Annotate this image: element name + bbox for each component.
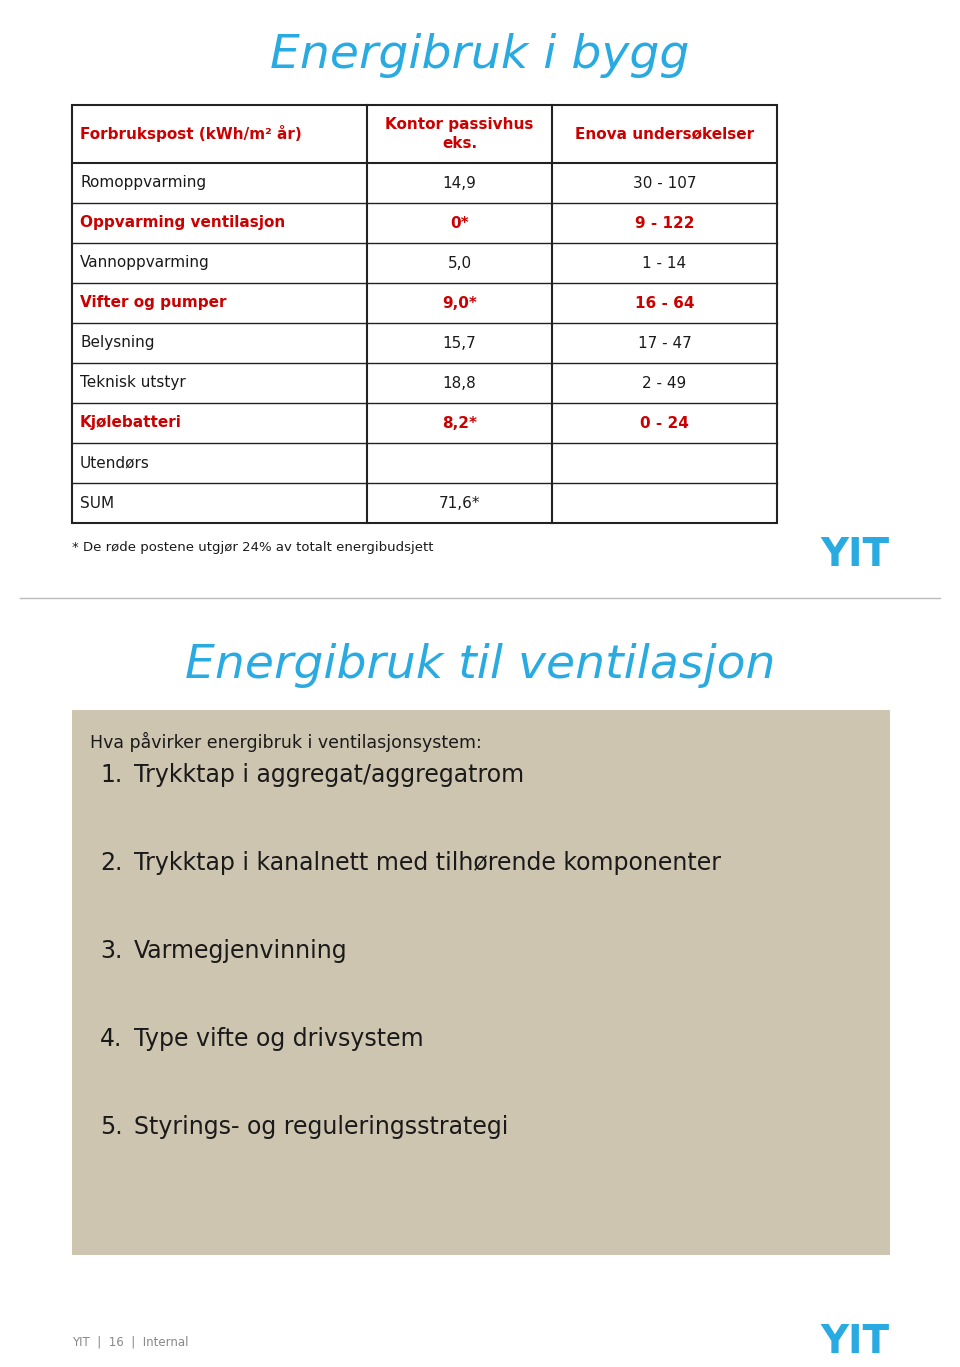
Text: 0 - 24: 0 - 24 xyxy=(640,416,689,431)
Text: Utendørs: Utendørs xyxy=(80,455,150,470)
Text: Energibruk i bygg: Energibruk i bygg xyxy=(271,33,689,78)
Text: SUM: SUM xyxy=(80,495,114,510)
Text: 3.: 3. xyxy=(100,939,122,962)
Text: 2.: 2. xyxy=(100,852,122,875)
Text: YIT  |  16  |  Internal: YIT | 16 | Internal xyxy=(72,1336,188,1348)
Text: 9,0*: 9,0* xyxy=(442,295,477,310)
Text: 71,6*: 71,6* xyxy=(439,495,480,510)
Text: Romoppvarming: Romoppvarming xyxy=(80,175,206,190)
Text: 8,2*: 8,2* xyxy=(442,416,477,431)
Text: 15,7: 15,7 xyxy=(443,335,476,350)
Text: Enova undersøkelser: Enova undersøkelser xyxy=(575,127,754,142)
Text: Vannoppvarming: Vannoppvarming xyxy=(80,256,209,271)
Bar xyxy=(72,709,890,1255)
Text: Trykktap i kanalnett med tilhørende komponenter: Trykktap i kanalnett med tilhørende komp… xyxy=(134,852,721,875)
Text: Energibruk til ventilasjon: Energibruk til ventilasjon xyxy=(184,642,776,688)
Text: Styrings- og reguleringsstrategi: Styrings- og reguleringsstrategi xyxy=(134,1115,509,1139)
Text: Forbrukspost (kWh/m² år): Forbrukspost (kWh/m² år) xyxy=(80,126,301,142)
Text: 5.: 5. xyxy=(100,1115,123,1139)
Text: Hva påvirker energibruk i ventilasjonsystem:: Hva påvirker energibruk i ventilasjonsys… xyxy=(90,731,482,752)
Text: Varmegjenvinning: Varmegjenvinning xyxy=(134,939,348,962)
Text: 14,9: 14,9 xyxy=(443,175,476,190)
Text: 2 - 49: 2 - 49 xyxy=(642,376,686,391)
Text: 0*: 0* xyxy=(450,216,468,231)
Bar xyxy=(72,105,777,524)
Text: YIT: YIT xyxy=(821,536,890,574)
Text: * De røde postene utgjør 24% av totalt energibudsjett: * De røde postene utgjør 24% av totalt e… xyxy=(72,541,434,554)
Text: 16 - 64: 16 - 64 xyxy=(635,295,694,310)
Text: Vifter og pumper: Vifter og pumper xyxy=(80,295,227,310)
Text: Belysning: Belysning xyxy=(80,335,155,350)
Text: Teknisk utstyr: Teknisk utstyr xyxy=(80,376,185,391)
Text: Type vifte og drivsystem: Type vifte og drivsystem xyxy=(134,1027,423,1051)
Text: YIT: YIT xyxy=(821,1323,890,1362)
Text: 9 - 122: 9 - 122 xyxy=(635,216,694,231)
Text: 30 - 107: 30 - 107 xyxy=(633,175,696,190)
Text: 1 - 14: 1 - 14 xyxy=(642,256,686,271)
Text: 5,0: 5,0 xyxy=(447,256,471,271)
Text: Oppvarming ventilasjon: Oppvarming ventilasjon xyxy=(80,216,285,231)
Text: 17 - 47: 17 - 47 xyxy=(637,335,691,350)
Text: Kjølebatteri: Kjølebatteri xyxy=(80,416,181,431)
Text: Kontor passivhus
eks.: Kontor passivhus eks. xyxy=(385,118,534,152)
Text: Trykktap i aggregat/aggregatrom: Trykktap i aggregat/aggregatrom xyxy=(134,763,524,787)
Text: 4.: 4. xyxy=(100,1027,122,1051)
Text: 18,8: 18,8 xyxy=(443,376,476,391)
Text: 1.: 1. xyxy=(100,763,122,787)
